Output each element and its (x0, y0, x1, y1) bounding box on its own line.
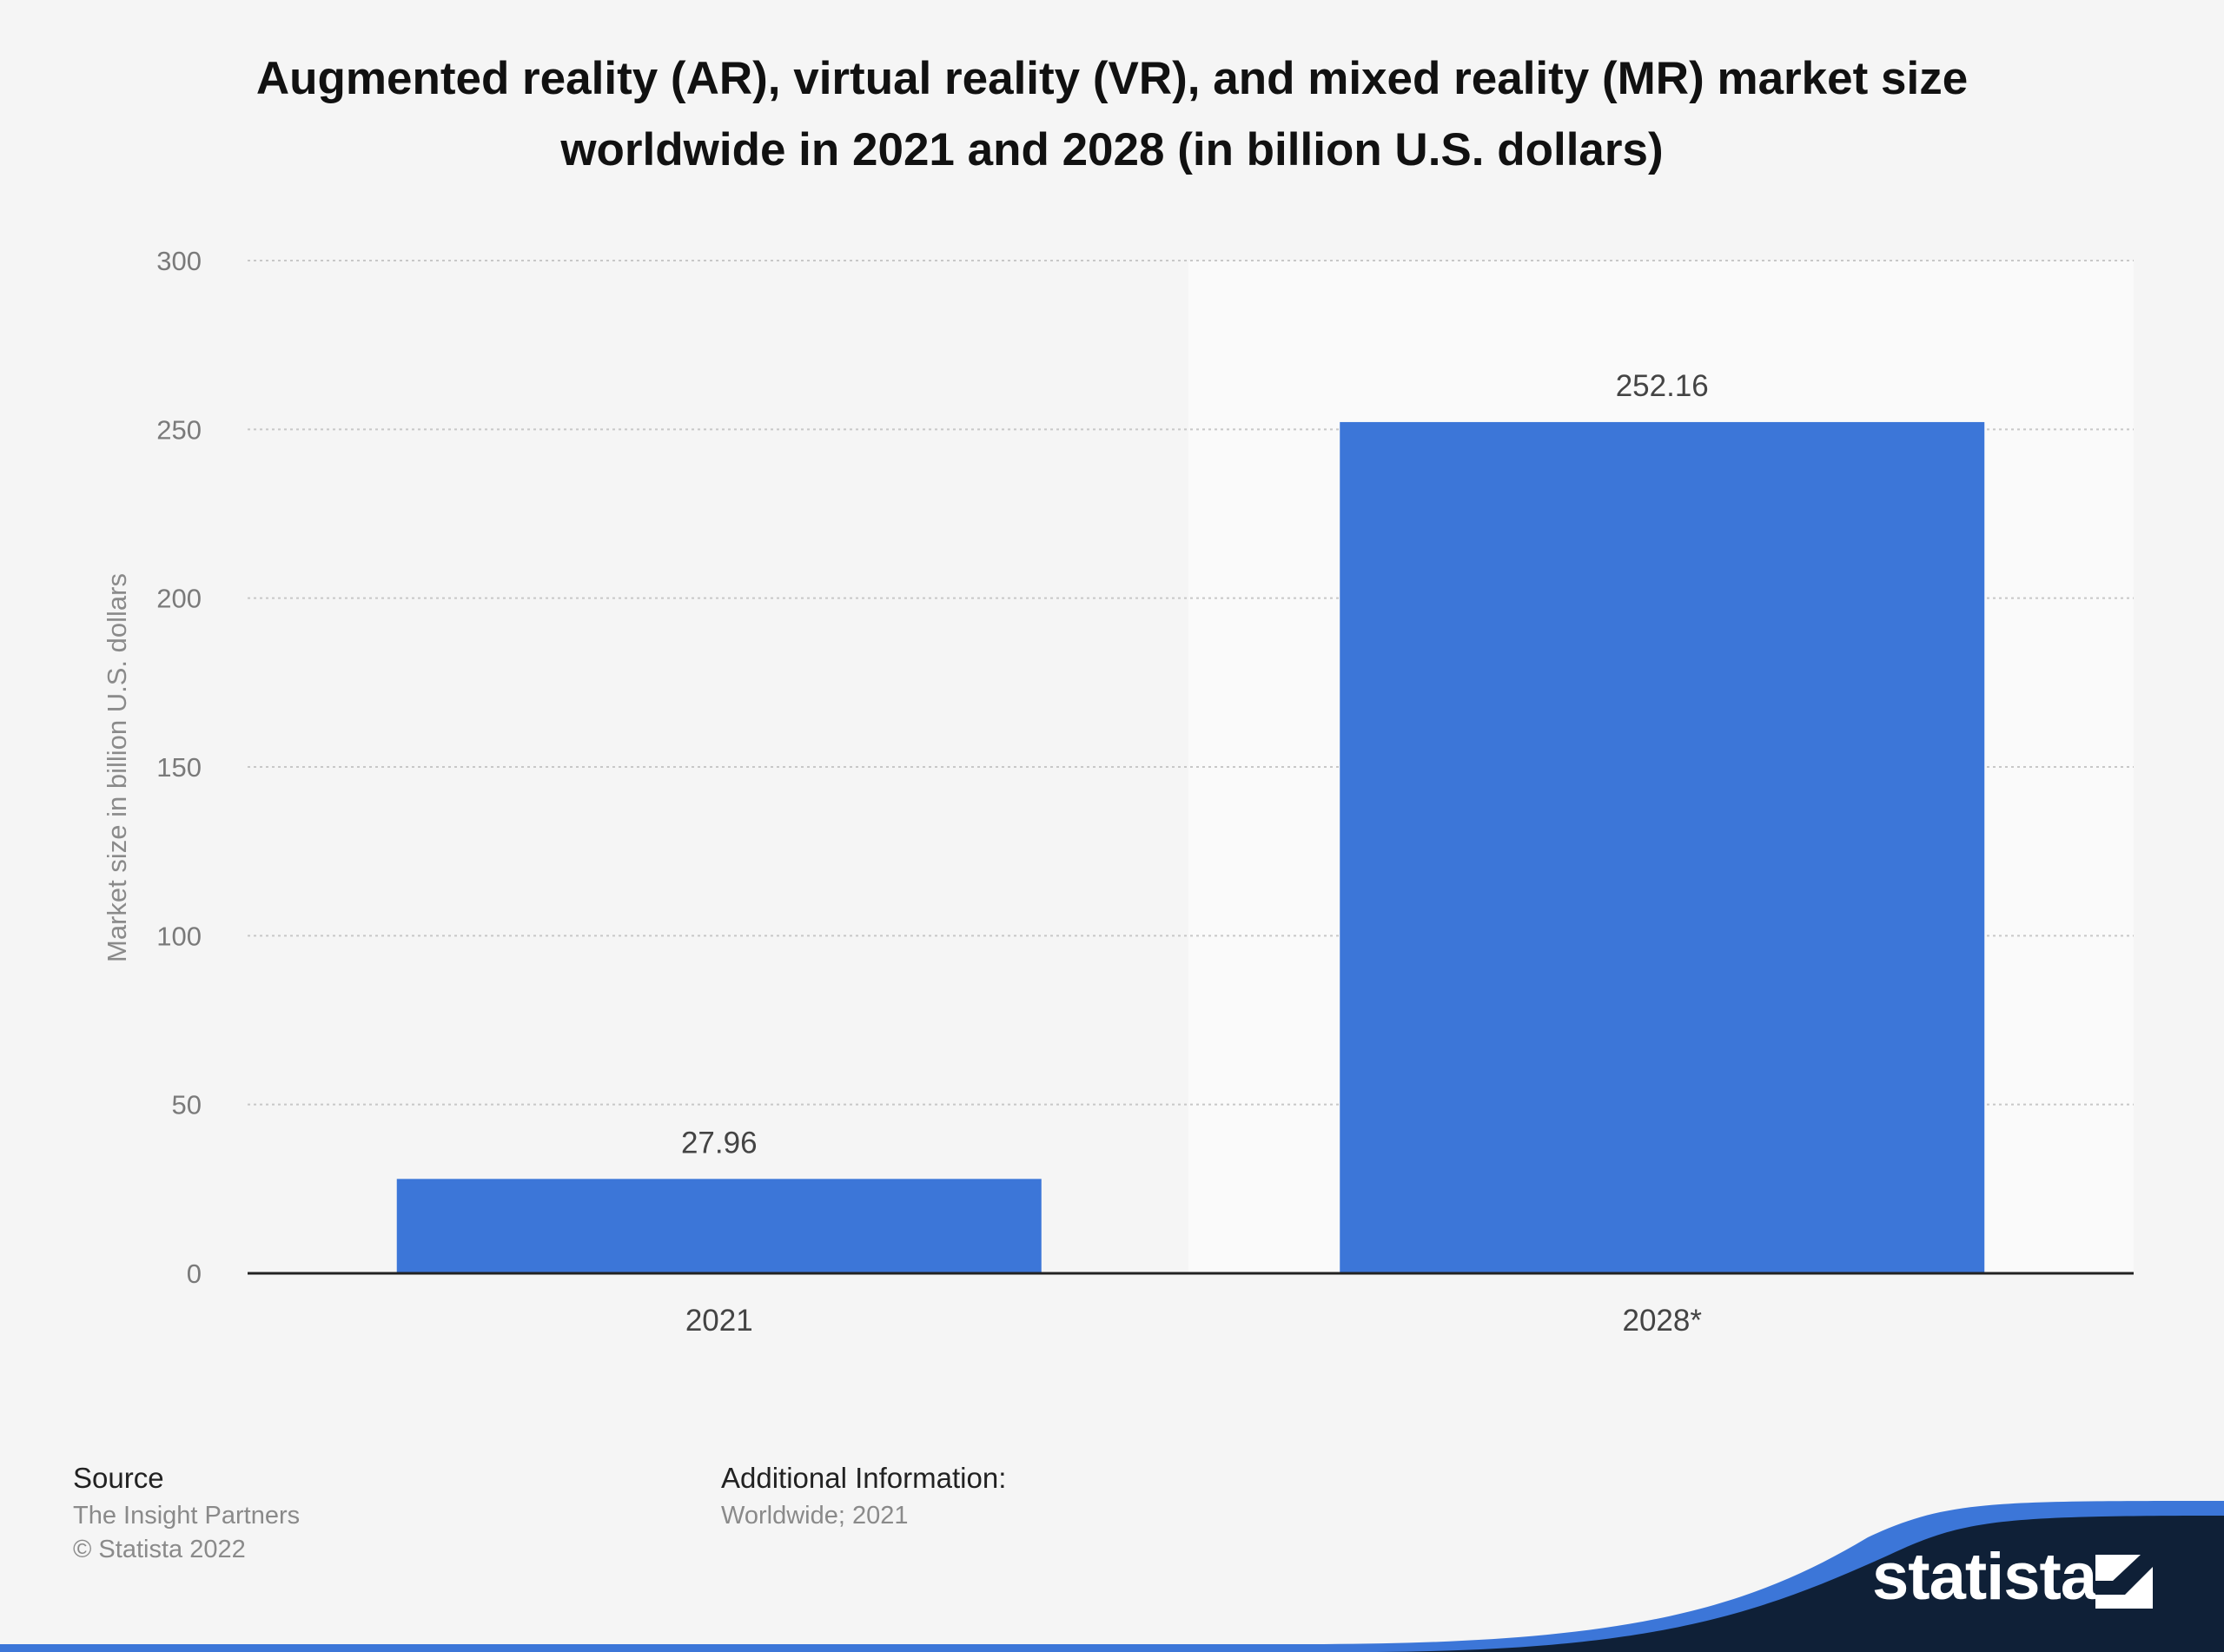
statista-logo-icon (2095, 1555, 2153, 1609)
y-axis-title: Market size in billion U.S. dollars (102, 573, 132, 962)
gridlines (248, 260, 2134, 1106)
bars: 27.96 252.16 (396, 369, 1985, 1274)
copyright-text: © Statista 2022 (73, 1536, 246, 1563)
y-tick-label: 50 (172, 1090, 202, 1120)
additional-info-heading: Additional Information: (721, 1462, 1007, 1494)
y-tick-label: 100 (156, 921, 202, 951)
bar-2028[interactable] (1340, 421, 1985, 1274)
x-axis-categories: 2021 2028* (685, 1304, 1703, 1338)
y-tick-label: 0 (187, 1259, 202, 1289)
x-category-label: 2021 (685, 1304, 753, 1338)
y-axis-ticks: 0 50 100 150 200 250 300 (156, 246, 202, 1289)
data-label: 252.16 (1616, 369, 1709, 403)
source-heading: Source (73, 1462, 164, 1494)
y-tick-label: 200 (156, 584, 202, 614)
y-tick-label: 250 (156, 414, 202, 445)
y-tick-label: 150 (156, 752, 202, 783)
additional-info-text: Worldwide; 2021 (721, 1502, 909, 1530)
statista-logo[interactable]: statista (1872, 1540, 2097, 1614)
chart-title: Augmented reality (AR), virtual reality … (255, 53, 1969, 175)
y-tick-label: 300 (156, 246, 202, 276)
bar-2021[interactable] (396, 1179, 1042, 1273)
swoosh-dark (1355, 1516, 2224, 1652)
x-category-label: 2028* (1623, 1304, 1703, 1338)
data-label: 27.96 (681, 1126, 758, 1160)
source-name[interactable]: The Insight Partners (73, 1502, 301, 1530)
